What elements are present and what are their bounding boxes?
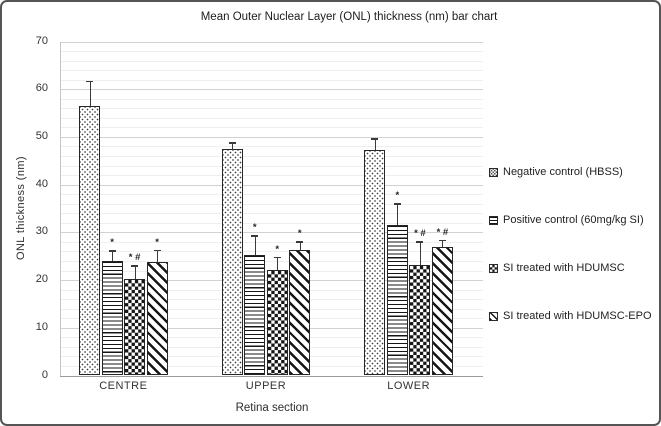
bar	[244, 255, 266, 376]
significance-annotation: * #	[436, 226, 449, 238]
bar	[79, 105, 101, 376]
significance-annotation: * #	[128, 252, 141, 264]
error-bar-cap	[371, 138, 379, 140]
error-bar-line	[374, 138, 376, 151]
y-tick-label: 10	[35, 320, 48, 333]
significance-annotation: *	[297, 228, 302, 240]
major-gridline	[60, 41, 483, 43]
legend-label: Positive control (60mg/kg SI)	[503, 214, 644, 226]
y-tick-label: 0	[41, 368, 48, 381]
error-bar-cap	[228, 142, 236, 144]
legend-item: SI treated with HDUMSC-EPO	[489, 308, 652, 324]
major-gridline	[60, 136, 483, 138]
error-bar-cap	[296, 241, 304, 243]
error-bar-line	[397, 203, 399, 225]
error-bar-line	[299, 241, 301, 250]
error-bar-cap	[86, 80, 94, 83]
bar	[221, 149, 243, 376]
bar	[266, 269, 288, 376]
minor-gridline	[60, 156, 483, 157]
legend-label: SI treated with HDUMSC	[503, 262, 625, 274]
bar	[386, 224, 408, 376]
legend-label: Negative control (HBSS)	[503, 166, 623, 178]
error-bar-line	[232, 142, 234, 150]
bar	[124, 279, 146, 376]
error-bar-line	[112, 250, 114, 261]
bar	[431, 246, 453, 376]
error-bar-line	[419, 241, 421, 265]
minor-gridline	[60, 117, 483, 119]
error-bar-cap	[273, 256, 281, 259]
x-axis-line	[60, 375, 483, 377]
error-bar-line	[277, 256, 279, 270]
legend-item: SI treated with HDUMSC	[489, 260, 625, 276]
error-bar-line	[134, 265, 136, 280]
error-bar-line	[442, 239, 444, 247]
x-category-label: CENTRE	[99, 380, 148, 392]
minor-gridline	[60, 260, 483, 262]
minor-gridline	[60, 98, 483, 100]
minor-gridline	[60, 79, 483, 81]
error-bar-cap	[131, 265, 139, 267]
bar	[146, 261, 168, 376]
error-bar-cap	[251, 235, 259, 237]
legend-label: SI treated with HDUMSC-EPO	[503, 310, 652, 322]
legend-item: Positive control (60mg/kg SI)	[489, 212, 644, 228]
minor-gridline	[60, 51, 483, 53]
minor-gridline	[60, 165, 483, 167]
y-tick-label: 40	[35, 177, 48, 190]
minor-gridline	[60, 241, 483, 243]
x-category-label: LOWER	[387, 380, 431, 392]
bar	[409, 264, 431, 376]
error-bar-line	[254, 235, 256, 256]
major-gridline	[60, 184, 483, 186]
y-tick-label: 70	[35, 34, 48, 47]
legend-swatch-diagonal-lines	[489, 311, 498, 321]
legend-item: Negative control (HBSS)	[489, 164, 623, 180]
y-tick-label: 60	[35, 82, 48, 95]
minor-gridline	[60, 146, 483, 148]
significance-annotation: *	[252, 222, 257, 234]
significance-annotation: * #	[414, 228, 426, 240]
significance-annotation: *	[395, 190, 400, 202]
y-tick-label: 50	[35, 129, 48, 142]
major-gridline	[60, 232, 483, 234]
bar	[364, 150, 386, 376]
minor-gridline	[60, 127, 483, 129]
legend-swatch-horizontal-lines	[489, 215, 498, 225]
x-axis-title: Retina section	[235, 402, 309, 414]
significance-annotation: *	[155, 236, 159, 248]
y-tick-label: 30	[35, 225, 48, 238]
minor-gridline	[60, 213, 483, 215]
minor-gridline	[60, 194, 483, 196]
significance-annotation: *	[110, 237, 114, 248]
y-axis-title: ONL thickness (nm)	[15, 156, 27, 260]
error-bar-line	[157, 249, 159, 262]
x-category-label: UPPER	[245, 380, 287, 392]
minor-gridline	[60, 60, 483, 62]
minor-gridline	[60, 203, 483, 205]
error-bar-line	[89, 80, 91, 106]
y-tick-label: 20	[35, 273, 48, 286]
major-gridline	[60, 89, 483, 91]
minor-gridline	[60, 222, 483, 224]
minor-gridline	[60, 175, 483, 177]
legend-swatch-dots	[489, 167, 498, 177]
bar	[101, 260, 123, 376]
error-bar-cap	[393, 203, 401, 205]
y-axis-line	[60, 41, 61, 376]
significance-annotation: *	[275, 243, 280, 255]
error-bar-cap	[416, 241, 424, 243]
error-bar-cap	[108, 250, 116, 252]
minor-gridline	[60, 108, 483, 110]
chart-title: Mean Outer Nuclear Layer (ONL) thickness…	[200, 11, 498, 23]
error-bar-cap	[438, 239, 446, 242]
minor-gridline	[60, 70, 483, 72]
legend-swatch-checkerboard	[489, 263, 498, 273]
error-bar-cap	[153, 249, 161, 252]
bar	[289, 250, 311, 376]
minor-gridline	[60, 251, 483, 253]
